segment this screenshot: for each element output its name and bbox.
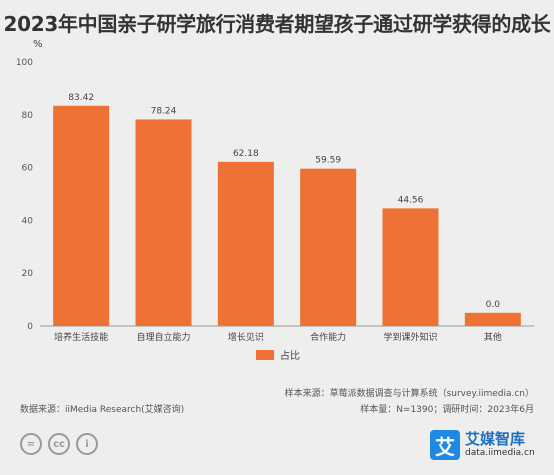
y-tick-label: 80 <box>22 111 34 121</box>
y-axis-unit: % <box>33 39 43 50</box>
y-tick-label: 20 <box>22 269 34 279</box>
brand-url: data.iimedia.cn <box>465 448 535 458</box>
cc-icon: cc <box>48 433 70 455</box>
bar-value-label: 44.56 <box>398 195 424 205</box>
brand-logo-icon: 艾 <box>430 430 460 460</box>
brand-logo: 艾 艾媒智库 data.iimedia.cn <box>430 430 535 460</box>
x-tick-label: 其他 <box>484 331 502 343</box>
y-tick-label: 40 <box>22 216 34 226</box>
x-tick-label: 合作能力 <box>310 331 346 343</box>
bar <box>135 119 192 326</box>
person-icon: i <box>76 433 98 455</box>
brand-name: 艾媒智库 <box>465 430 526 448</box>
bar-value-label: 62.18 <box>233 149 259 159</box>
equal-icon: = <box>20 433 42 455</box>
bar-value-label: 83.42 <box>68 93 94 103</box>
bar <box>53 105 110 326</box>
x-tick-label: 增长见识 <box>228 331 264 343</box>
license-icons: = cc i <box>20 433 98 455</box>
legend-label: 占比 <box>280 351 300 362</box>
legend: 占比 <box>256 347 300 362</box>
bar <box>464 312 521 326</box>
sample-source: 样本来源：草莓派数据调查与计算系统（survey.iimedia.cn） <box>284 389 534 399</box>
x-tick-label: 学到课外知识 <box>383 331 437 343</box>
y-tick-label: 0 <box>27 322 33 332</box>
bar-value-label: 78.24 <box>151 106 177 116</box>
x-tick-label: 自理自立能力 <box>136 331 190 343</box>
legend-swatch <box>256 349 274 360</box>
bar-value-label: 59.59 <box>315 156 341 166</box>
data-source: 数据来源：iiMedia Research(艾媒咨询) <box>20 405 185 415</box>
bar-value-label: 0.0 <box>486 300 501 310</box>
chart-title: 2023年中国亲子研学旅行消费者期望孩子通过研学获得的成长 <box>3 12 551 36</box>
bar <box>382 208 439 326</box>
y-tick-label: 100 <box>16 58 33 68</box>
bar <box>300 168 357 326</box>
sample-size: 样本量：N=1390；调研时间：2023年6月 <box>360 405 534 415</box>
y-tick-label: 60 <box>22 164 34 174</box>
x-tick-label: 培养生活技能 <box>54 331 108 343</box>
bar <box>217 161 274 326</box>
